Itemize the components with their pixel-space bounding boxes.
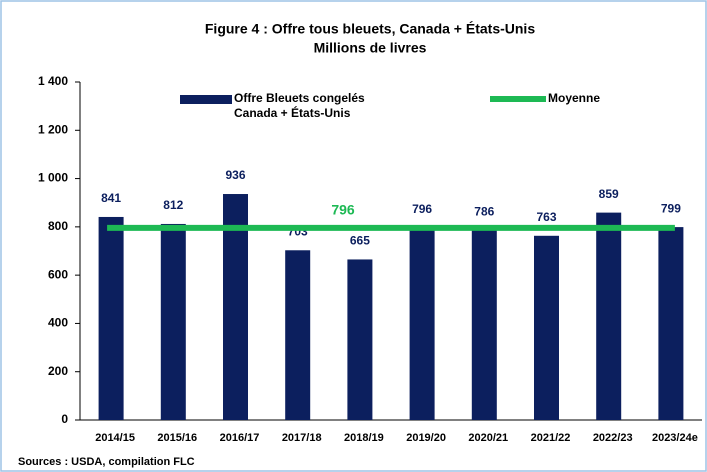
bar (409, 227, 435, 420)
bar (471, 230, 497, 420)
data-label: 812 (163, 198, 183, 212)
y-tick-label: 400 (48, 316, 68, 330)
x-tick-label: 2017/18 (282, 432, 322, 444)
average-label: 796 (331, 202, 355, 218)
source-note: Sources : USDA, compilation FLC (18, 456, 195, 468)
data-label: 763 (536, 210, 556, 224)
legend-label: Offre Bleuets congelés Canada + États-Un… (234, 91, 365, 120)
bar (223, 194, 248, 420)
y-tick-label: 1 200 (38, 122, 68, 136)
x-tick-label: 2015/16 (157, 432, 197, 444)
y-tick-label: 1 000 (38, 171, 68, 185)
x-tick-label: 2022/23 (593, 432, 633, 444)
data-label: 796 (412, 202, 432, 216)
chart-subtitle: Millions de livres (314, 40, 427, 56)
chart-title: Figure 4 : Offre tous bleuets, Canada + … (205, 21, 535, 37)
data-label: 786 (474, 204, 494, 218)
x-tick-label: 2014/15 (95, 432, 135, 444)
bar (347, 259, 373, 420)
bar (596, 212, 622, 420)
x-tick-label: 2019/20 (406, 432, 446, 444)
x-tick-label: 2018/19 (344, 432, 384, 444)
x-tick-label: 2020/21 (468, 432, 508, 444)
legend-swatch (180, 95, 232, 104)
bar (534, 235, 559, 420)
x-tick-label: 2016/17 (220, 432, 260, 444)
legend-label: Moyenne (548, 91, 601, 105)
bar (98, 216, 124, 420)
x-tick-label: 2023/24e (652, 432, 698, 444)
y-tick-label: 0 (61, 412, 68, 426)
bar (285, 250, 311, 420)
y-tick-label: 600 (48, 267, 68, 281)
y-tick-label: 800 (48, 219, 68, 233)
data-label: 799 (661, 201, 681, 215)
data-label: 841 (101, 191, 121, 205)
data-label: 665 (350, 234, 370, 248)
y-tick-label: 1 400 (38, 74, 68, 88)
y-tick-label: 200 (48, 364, 68, 378)
data-label: 859 (599, 187, 619, 201)
bar (160, 223, 186, 420)
bar (658, 227, 684, 420)
data-label: 936 (225, 168, 245, 182)
x-tick-label: 2021/22 (531, 432, 571, 444)
